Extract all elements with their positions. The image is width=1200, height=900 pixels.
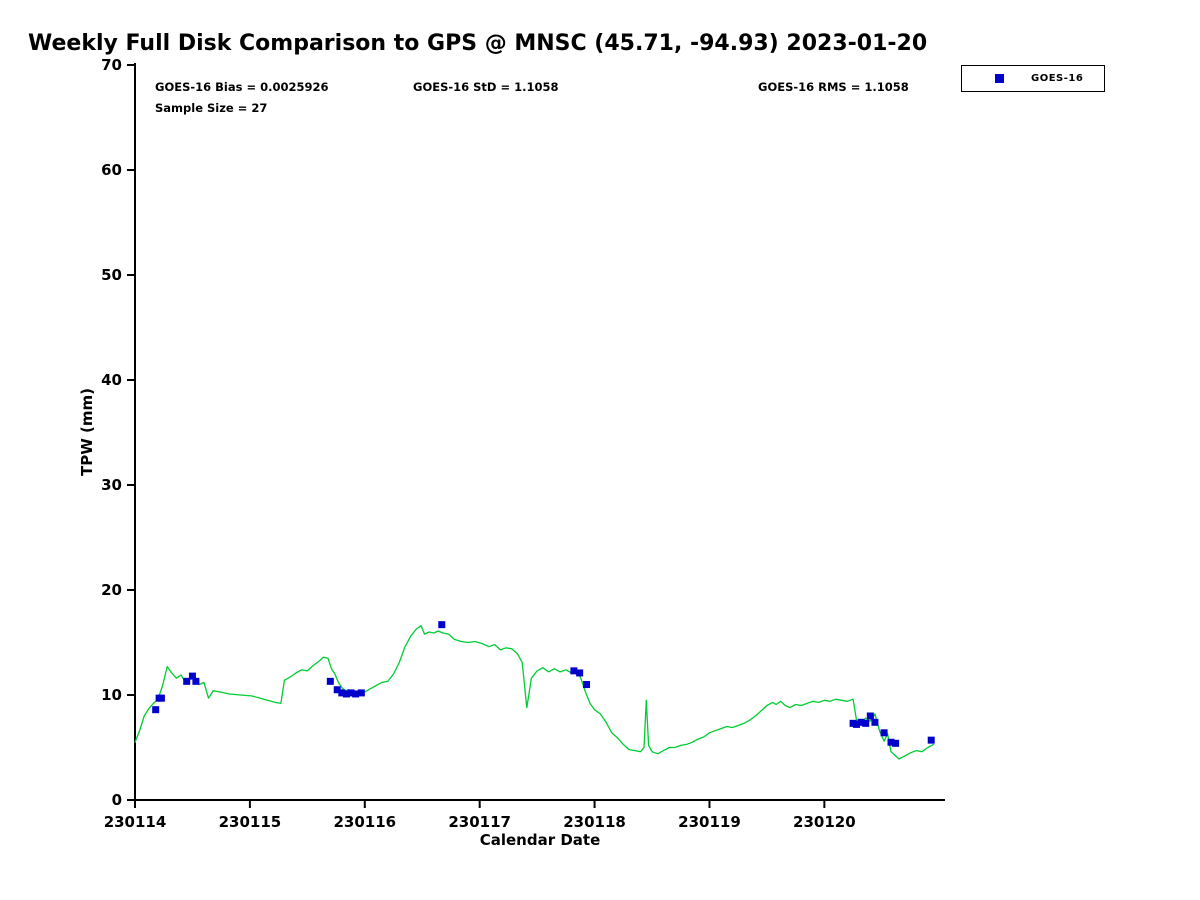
goes16-marker: [347, 689, 355, 697]
goes16-marker: [862, 719, 870, 727]
goes16-marker: [357, 689, 365, 697]
y-tick-label: 30: [101, 476, 122, 494]
goes16-marker: [192, 677, 200, 685]
y-tick-label: 60: [101, 161, 122, 179]
goes16-marker: [871, 718, 879, 726]
goes16-marker: [438, 621, 446, 629]
legend-box: GOES-16: [961, 65, 1105, 92]
goes16-marker: [880, 729, 888, 737]
x-tick-label: 230116: [333, 813, 396, 831]
goes16-marker: [333, 686, 341, 694]
goes16-marker: [188, 672, 196, 680]
x-tick-label: 230115: [219, 813, 282, 831]
x-axis-label: Calendar Date: [479, 831, 601, 849]
y-tick-label: 40: [101, 371, 122, 389]
y-tick-label: 0: [112, 791, 122, 809]
goes16-marker: [326, 677, 334, 685]
y-tick-label: 70: [101, 56, 122, 74]
x-tick-label: 230114: [104, 813, 167, 831]
y-tick-label: 20: [101, 581, 122, 599]
goes16-marker: [157, 694, 165, 702]
stat-sample-size: Sample Size = 27: [155, 101, 268, 115]
goes16-marker: [183, 677, 191, 685]
goes16-marker: [583, 681, 591, 688]
goes16-marker: [927, 736, 935, 744]
goes16-marker: [338, 689, 346, 697]
goes16-marker: [866, 712, 874, 720]
goes16-marker: [570, 667, 578, 675]
y-tick-label: 50: [101, 266, 122, 284]
y-axis-label: TPW (mm): [78, 388, 96, 476]
goes16-marker: [853, 720, 861, 728]
goes16-marker: [342, 690, 350, 698]
stat-std: GOES-16 StD = 1.1058: [413, 80, 559, 94]
goes16-marker: [857, 718, 865, 726]
x-tick-label: 230120: [793, 813, 856, 831]
x-tick-label: 230119: [678, 813, 741, 831]
y-tick-label: 10: [101, 686, 122, 704]
goes16-marker: [352, 690, 360, 698]
goes16-marker: [152, 706, 160, 714]
goes16-marker: [887, 738, 895, 746]
goes16-marker: [576, 669, 584, 677]
stat-bias: GOES-16 Bias = 0.0025926: [155, 80, 329, 94]
chart-title: Weekly Full Disk Comparison to GPS @ MNS…: [28, 31, 928, 56]
gps-line: [134, 625, 935, 760]
legend-square-marker-icon: [995, 74, 1004, 83]
x-tick-label: 230118: [563, 813, 626, 831]
x-tick-label: 230117: [448, 813, 511, 831]
goes16-marker: [892, 739, 900, 747]
legend-series-label: GOES-16: [1031, 73, 1084, 84]
stat-rms: GOES-16 RMS = 1.1058: [758, 80, 909, 94]
